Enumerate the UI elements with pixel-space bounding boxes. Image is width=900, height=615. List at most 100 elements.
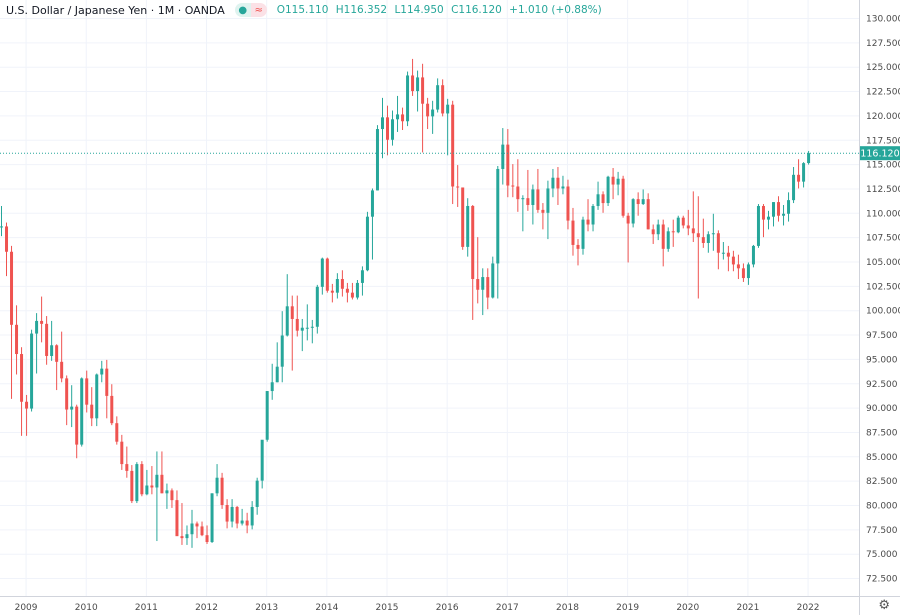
candle-body bbox=[621, 178, 625, 216]
candle bbox=[20, 347, 24, 436]
candle bbox=[375, 125, 379, 191]
candle bbox=[691, 191, 695, 243]
price-tick-label: 125.000 bbox=[866, 63, 900, 73]
candle bbox=[736, 254, 740, 280]
candle-body bbox=[481, 277, 485, 290]
status-badge[interactable]: ● ≈ bbox=[234, 3, 267, 17]
candle bbox=[365, 211, 369, 272]
price-tick-label: 127.500 bbox=[866, 39, 900, 49]
candle bbox=[370, 188, 374, 260]
candle bbox=[335, 273, 339, 299]
candle bbox=[531, 184, 535, 225]
candle bbox=[70, 385, 74, 428]
candle bbox=[285, 274, 289, 337]
candle-body bbox=[165, 490, 169, 494]
candle bbox=[230, 499, 234, 528]
candle-body bbox=[802, 163, 806, 182]
candle-body bbox=[751, 245, 755, 265]
candle bbox=[155, 451, 159, 542]
price-tick-label: 105.000 bbox=[866, 258, 900, 268]
symbol-title[interactable]: U.S. Dollar / Japanese Yen · 1M · OANDA bbox=[6, 3, 225, 17]
candle-body bbox=[25, 401, 29, 409]
candle-body bbox=[651, 229, 655, 235]
candle bbox=[631, 198, 635, 228]
candle bbox=[250, 501, 254, 530]
candle-body bbox=[511, 185, 515, 187]
candle-body bbox=[115, 423, 119, 442]
candle bbox=[671, 219, 675, 247]
candle bbox=[125, 446, 129, 478]
candle-body bbox=[125, 464, 129, 471]
candle-body bbox=[75, 406, 79, 445]
candle bbox=[491, 256, 495, 299]
candle bbox=[661, 219, 665, 267]
candle bbox=[30, 329, 34, 412]
candle bbox=[355, 280, 359, 300]
candle bbox=[641, 189, 645, 206]
candle bbox=[215, 464, 219, 497]
candle bbox=[55, 344, 59, 391]
candle bbox=[556, 167, 560, 206]
last-price-value: 116.120 bbox=[860, 149, 899, 160]
time-tick-label: 2013 bbox=[255, 603, 278, 613]
candle-body bbox=[756, 205, 760, 246]
candle bbox=[105, 359, 109, 419]
candle-body bbox=[65, 378, 69, 410]
candle-body bbox=[370, 190, 374, 217]
candle bbox=[175, 490, 179, 537]
candle bbox=[716, 230, 720, 270]
candle bbox=[386, 105, 390, 156]
price-tick-label: 90.000 bbox=[866, 404, 898, 414]
candle-body bbox=[431, 109, 435, 117]
time-tick-label: 2012 bbox=[195, 603, 218, 613]
candle bbox=[5, 222, 9, 277]
time-tick-label: 2015 bbox=[376, 603, 399, 613]
candle-body bbox=[601, 194, 605, 204]
candle bbox=[466, 198, 470, 257]
candle-body bbox=[85, 378, 89, 405]
candle bbox=[345, 282, 349, 303]
candle-body bbox=[761, 205, 765, 220]
candle-body bbox=[441, 85, 445, 114]
candle bbox=[777, 196, 781, 222]
settings-gear-icon[interactable]: ⚙ bbox=[878, 598, 890, 613]
candle-body bbox=[305, 327, 309, 329]
candle-body bbox=[265, 391, 269, 440]
candle-body bbox=[310, 326, 314, 328]
price-axis[interactable] bbox=[859, 0, 900, 615]
candle-body bbox=[446, 104, 450, 114]
candle-body bbox=[155, 474, 159, 488]
candle bbox=[616, 171, 620, 196]
candle-body bbox=[260, 439, 264, 481]
candle bbox=[656, 219, 660, 241]
candle bbox=[290, 295, 294, 371]
candle bbox=[797, 159, 801, 189]
candle-body bbox=[350, 292, 354, 298]
candle-body bbox=[20, 354, 24, 402]
candle bbox=[260, 439, 264, 489]
close-value: C116.120 bbox=[451, 4, 502, 16]
candle-body bbox=[606, 176, 610, 204]
candle-body bbox=[365, 216, 369, 271]
candle-body bbox=[716, 233, 720, 253]
candle-body bbox=[355, 282, 359, 298]
candle bbox=[516, 159, 520, 212]
candle bbox=[75, 404, 79, 459]
candle-body bbox=[586, 219, 590, 225]
candle-body bbox=[611, 176, 615, 185]
candle bbox=[601, 191, 605, 213]
candle bbox=[115, 416, 119, 445]
candle-body bbox=[566, 186, 570, 221]
candle bbox=[340, 270, 344, 297]
candle-body bbox=[476, 279, 480, 290]
candle-body bbox=[275, 366, 279, 383]
time-axis[interactable] bbox=[0, 596, 859, 615]
candle bbox=[145, 469, 149, 496]
candle bbox=[756, 204, 760, 248]
candle bbox=[581, 216, 585, 255]
candle-body bbox=[55, 345, 59, 362]
grid-lines bbox=[0, 0, 859, 596]
candle bbox=[406, 71, 410, 127]
candle bbox=[190, 509, 194, 548]
